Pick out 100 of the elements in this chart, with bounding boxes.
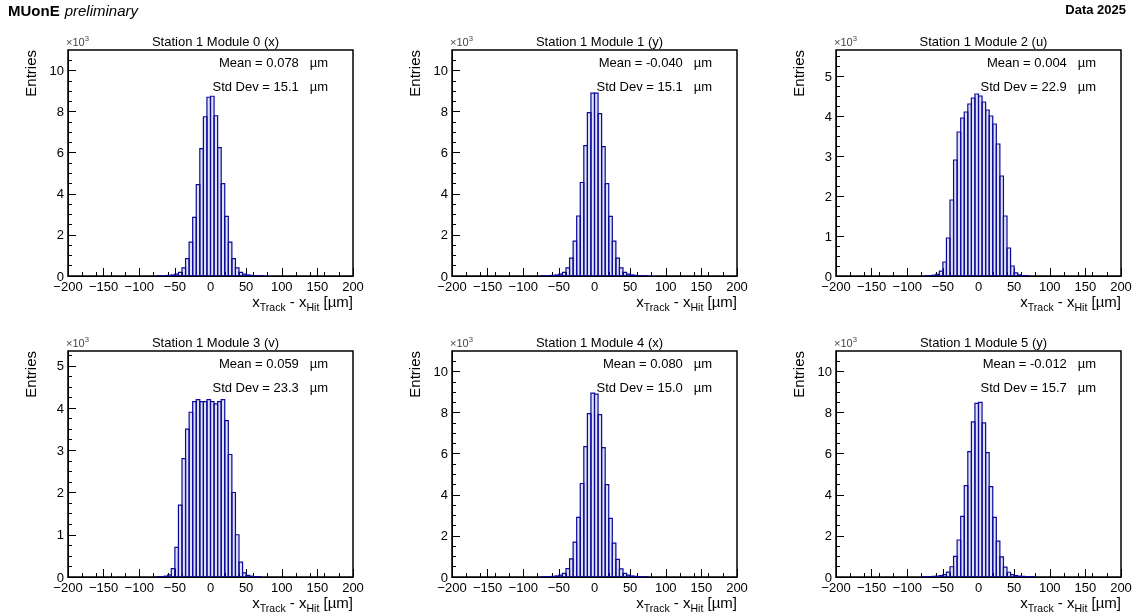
annotation: Std Dev = 15.0 µm — [596, 380, 712, 395]
y-tick-label: 5 — [56, 358, 64, 374]
y-tick-label: 2 — [56, 227, 64, 243]
annotation: Mean = 0.059 µm — [218, 356, 329, 371]
chart-title: Station 1 Module 1 (y) — [535, 34, 664, 49]
y-axis-title: Entries — [406, 351, 423, 398]
text: ×10$^{3}$ — [834, 34, 857, 48]
y-tick-label: 8 — [824, 405, 832, 421]
y-tick-label: 8 — [56, 104, 64, 120]
x-tick-label: 200 — [1110, 580, 1132, 595]
y-tick-label: 6 — [56, 145, 64, 161]
x-tick-label: −150 — [856, 580, 887, 595]
text: preliminary — [64, 2, 139, 19]
y-tick-label: 10 — [49, 63, 64, 79]
y-axis-title: Entries — [790, 351, 807, 398]
x-tick-label: −200 — [821, 279, 851, 294]
y-tick-label: 2 — [440, 227, 448, 243]
y-tick-label: 2 — [440, 528, 448, 544]
x-tick-label: 0 — [590, 279, 599, 294]
x-tick-label: −100 — [508, 279, 538, 294]
annotation: Std Dev = 22.9 µm — [980, 79, 1096, 94]
chart-title: Station 1 Module 2 (u) — [919, 34, 1048, 49]
chart-title: Station 1 Module 5 (y) — [919, 335, 1048, 350]
x-tick-label: −100 — [892, 279, 922, 294]
x-axis-title: x$_{Track}$ - x$_{Hit}$ [µm] — [636, 594, 737, 614]
x-tick-label: −150 — [88, 580, 119, 595]
text: ×10$^{3}$ — [450, 34, 473, 48]
chart-title: Station 1 Module 0 (x) — [151, 34, 280, 49]
x-tick-label: −150 — [472, 580, 503, 595]
x-tick-label: −150 — [856, 279, 887, 294]
x-tick-label: 200 — [726, 580, 748, 595]
x-tick-label: 50 — [238, 279, 254, 294]
y-axis-title: Entries — [22, 50, 39, 97]
y-tick-label: 10 — [433, 364, 448, 380]
x-tick-label: 150 — [306, 580, 329, 595]
x-tick-label: −50 — [163, 580, 186, 595]
annotation: Std Dev = 15.1 µm — [212, 79, 328, 94]
y-tick-label: 6 — [440, 145, 448, 161]
x-tick-label: 50 — [622, 279, 638, 294]
x-tick-label: −200 — [437, 580, 467, 595]
x-axis-title: x$_{Track}$ - x$_{Hit}$ [µm] — [1020, 293, 1121, 313]
y-tick-label: 6 — [824, 446, 832, 462]
y-tick-label: 2 — [824, 188, 832, 204]
y-axis-title: Entries — [406, 50, 423, 97]
text: MUonE — [8, 2, 60, 19]
x-tick-label: 0 — [590, 580, 599, 595]
x-axis-title: x$_{Track}$ - x$_{Hit}$ [µm] — [636, 293, 737, 313]
x-tick-label: 50 — [1006, 279, 1022, 294]
x-tick-label: 100 — [1038, 580, 1061, 595]
chart-title: Station 1 Module 3 (v) — [151, 335, 280, 350]
text: ×10$^{3}$ — [66, 335, 89, 349]
x-tick-label: 100 — [270, 580, 293, 595]
x-tick-label: 100 — [654, 580, 677, 595]
x-tick-label: 150 — [1074, 279, 1097, 294]
x-tick-label: −50 — [931, 279, 954, 294]
annotation: Std Dev = 15.7 µm — [980, 380, 1096, 395]
x-tick-label: 200 — [1110, 279, 1132, 294]
x-tick-label: 150 — [306, 279, 329, 294]
x-tick-label: −100 — [892, 580, 922, 595]
x-tick-label: −100 — [124, 580, 154, 595]
x-tick-label: 0 — [974, 279, 983, 294]
x-tick-label: −50 — [547, 580, 570, 595]
x-tick-label: −100 — [124, 279, 154, 294]
y-tick-label: 2 — [824, 528, 832, 544]
y-tick-label: 4 — [56, 400, 64, 416]
x-tick-label: 50 — [622, 580, 638, 595]
x-tick-label: 0 — [206, 279, 215, 294]
x-tick-label: 150 — [1074, 580, 1097, 595]
y-axis-title: Entries — [790, 50, 807, 97]
y-tick-label: 10 — [433, 63, 448, 79]
x-axis-title: x$_{Track}$ - x$_{Hit}$ [µm] — [1020, 594, 1121, 614]
y-tick-label: 10 — [817, 364, 832, 380]
annotation: Std Dev = 15.1 µm — [596, 79, 712, 94]
x-tick-label: 50 — [1006, 580, 1022, 595]
y-tick-label: 4 — [824, 487, 832, 503]
x-tick-label: −50 — [931, 580, 954, 595]
x-axis-title: x$_{Track}$ - x$_{Hit}$ [µm] — [252, 594, 353, 614]
x-tick-label: 150 — [690, 279, 713, 294]
y-tick-label: 3 — [824, 148, 832, 164]
x-tick-label: 200 — [726, 279, 748, 294]
y-tick-label: 8 — [440, 405, 448, 421]
x-tick-label: −200 — [53, 580, 83, 595]
x-tick-label: 150 — [690, 580, 713, 595]
x-tick-label: −50 — [163, 279, 186, 294]
x-tick-label: 200 — [342, 580, 364, 595]
x-tick-label: 100 — [654, 279, 677, 294]
y-tick-label: 4 — [440, 487, 448, 503]
text: ×10$^{3}$ — [450, 335, 473, 349]
text: Data 2025 — [1065, 2, 1126, 17]
x-tick-label: −150 — [472, 279, 503, 294]
annotation: Mean = -0.040 µm — [598, 55, 713, 70]
annotation: Std Dev = 23.3 µm — [212, 380, 328, 395]
y-tick-label: 5 — [824, 68, 832, 84]
x-tick-label: 0 — [974, 580, 983, 595]
y-tick-label: 3 — [56, 442, 64, 458]
y-axis-title: Entries — [22, 351, 39, 398]
x-tick-label: 50 — [238, 580, 254, 595]
x-tick-label: 100 — [1038, 279, 1061, 294]
y-tick-label: 1 — [56, 527, 64, 543]
y-tick-label: 4 — [56, 186, 64, 202]
